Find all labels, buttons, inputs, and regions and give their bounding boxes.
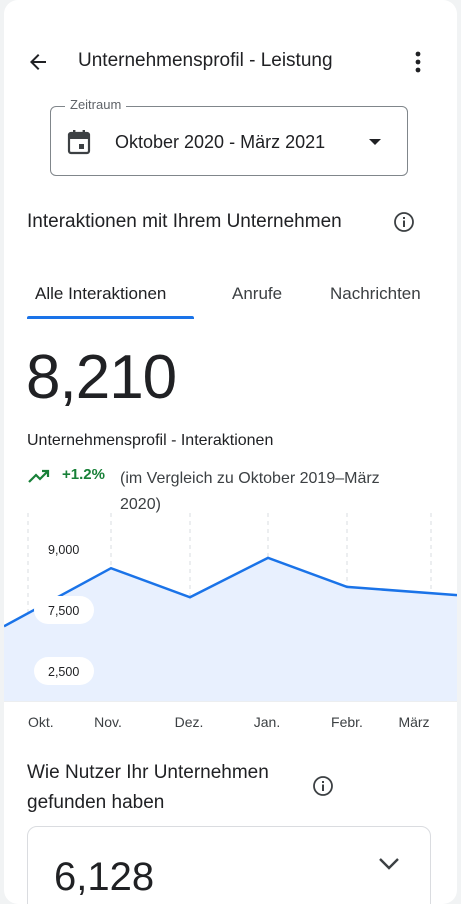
chart-y-tick-label: 7,500 [34, 596, 94, 624]
trend-value: +1.2% [62, 466, 105, 483]
svg-text:9,000: 9,000 [48, 543, 79, 557]
tab-messages[interactable]: Nachrichten [330, 284, 421, 303]
active-tab-indicator [27, 316, 194, 319]
chart-y-tick-label: 2,500 [34, 657, 94, 685]
arrow-back-icon [30, 54, 46, 70]
chart-area-fill [4, 557, 457, 701]
back-button[interactable] [22, 46, 54, 78]
more-vert-icon [415, 51, 421, 73]
period-value: Oktober 2020 - März 2021 [115, 132, 326, 152]
dropdown-arrow-icon [369, 139, 381, 145]
chevron-down-icon[interactable] [378, 857, 400, 871]
period-label: Zeitraum [65, 97, 127, 112]
metric-label: Unternehmensprofil - Interaktionen [27, 432, 274, 449]
app-screen: Unternehmensprofil - Leistung Zeitraum O… [4, 0, 457, 904]
chart-x-tick-label: Dez. [175, 714, 204, 730]
tab-calls[interactable]: Anrufe [232, 284, 283, 303]
calendar-icon [67, 130, 91, 155]
top-app-bar: Unternehmensprofil - Leistung [4, 38, 457, 84]
interactions-title: Interaktionen mit Ihrem Unternehmen [27, 211, 342, 232]
svg-text:7,500: 7,500 [48, 604, 79, 618]
discovery-card[interactable]: 6,128 [27, 826, 431, 904]
trend-comparison: (im Vergleich zu Oktober 2019–März 2020) [120, 470, 380, 513]
chart-x-tick-label: Jan. [254, 714, 280, 730]
discovery-total: 6,128 [54, 855, 155, 899]
tab-all-interactions[interactable]: Alle Interaktionen [35, 284, 167, 303]
svg-text:2,500: 2,500 [48, 665, 79, 679]
page-title: Unternehmensprofil - Leistung [78, 50, 333, 71]
info-icon[interactable] [312, 775, 334, 797]
trending-up-icon [28, 469, 50, 483]
chart-x-tick-label: Okt. [28, 714, 54, 730]
chart-y-tick-label: 9,000 [48, 543, 79, 557]
more-options-button[interactable] [406, 46, 430, 78]
info-icon[interactable] [393, 211, 415, 233]
interactions-total: 8,210 [26, 343, 177, 412]
chart-x-tick-label: März [398, 714, 429, 730]
interaction-tabs: Alle Interaktionen Anrufe Nachrichten [4, 274, 457, 322]
chart-x-tick-label: Febr. [331, 714, 363, 730]
chart-x-tick-label: Nov. [94, 714, 122, 730]
period-select[interactable]: Zeitraum Oktober 2020 - März 2021 [50, 97, 408, 176]
discovery-title: Wie Nutzer Ihr Unternehmen gefunden habe… [27, 762, 269, 813]
interactions-chart: 9,000 7,500 2,500 Okt. Nov. Dez. Jan. Febr. Mär… [4, 513, 457, 730]
chart-series-line [4, 556, 457, 628]
